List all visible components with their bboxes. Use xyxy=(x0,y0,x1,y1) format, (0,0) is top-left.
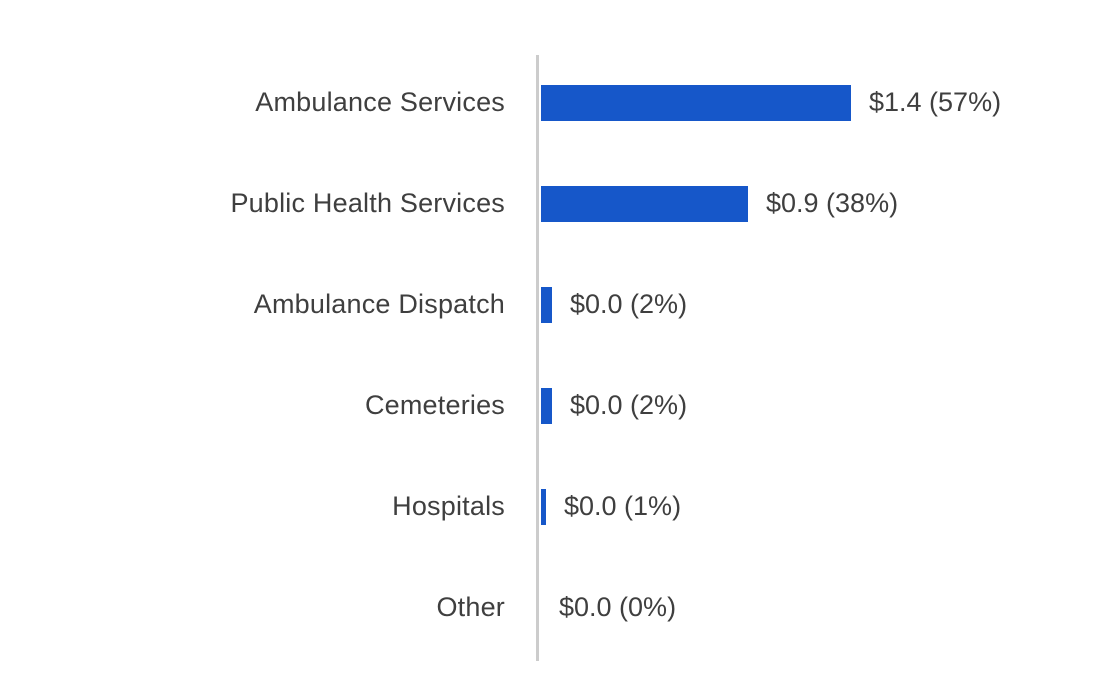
chart-row: Cemeteries $0.0 (2%) xyxy=(0,355,1115,456)
value-label: $0.0 (2%) xyxy=(570,289,688,319)
bar-zone: $1.4 (57%) xyxy=(541,84,1115,121)
value-label: $0.0 (1%) xyxy=(564,491,682,521)
bar xyxy=(541,488,546,525)
category-label: Other xyxy=(436,592,505,622)
bar-zone: $0.0 (2%) xyxy=(541,387,1115,424)
bar-zone: $0.0 (1%) xyxy=(541,488,1115,525)
bar-zone: $0.9 (38%) xyxy=(541,185,1115,222)
chart-row: Hospitals $0.0 (1%) xyxy=(0,456,1115,557)
bar xyxy=(541,185,748,222)
chart-row: Ambulance Services $1.4 (57%) xyxy=(0,52,1115,153)
bar xyxy=(541,84,851,121)
bar-zone: $0.0 (0%) xyxy=(541,590,1115,626)
bar-zone: $0.0 (2%) xyxy=(541,286,1115,323)
chart-row: Other $0.0 (0%) xyxy=(0,557,1115,658)
category-label: Cemeteries xyxy=(364,390,505,420)
value-label: $0.0 (2%) xyxy=(570,390,688,420)
category-label: Hospitals xyxy=(392,491,505,521)
baseline-axis xyxy=(536,55,539,661)
value-label: $1.4 (57%) xyxy=(869,87,1002,117)
category-label: Ambulance Services xyxy=(255,87,505,117)
horizontal-bar-chart: Ambulance Services $1.4 (57%) Public Healt… xyxy=(0,52,1115,658)
bar xyxy=(541,286,552,323)
value-label: $0.9 (38%) xyxy=(766,188,899,218)
category-label: Ambulance Dispatch xyxy=(253,289,505,319)
bar xyxy=(541,387,552,424)
chart-row: Public Health Services $0.9 (38%) xyxy=(0,153,1115,254)
value-label: $0.0 (0%) xyxy=(559,592,677,622)
category-label: Public Health Services xyxy=(230,188,505,218)
chart-row: Ambulance Dispatch $0.0 (2%) xyxy=(0,254,1115,355)
